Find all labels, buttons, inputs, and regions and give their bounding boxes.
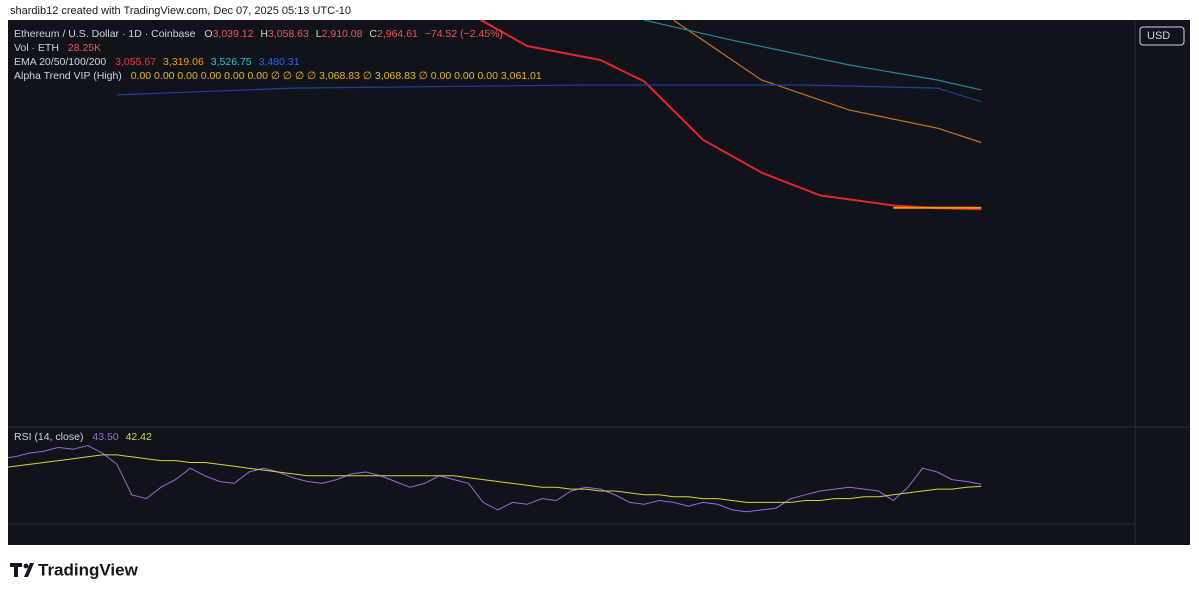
rsi-title: RSI (14, close) [14,431,83,443]
legend-row: Alpha Trend VIP (High) 0.00 0.00 0.00 0.… [14,70,542,82]
ema-name: EMA 20/50/100/200 [14,56,106,68]
legend-row: EMA 20/50/100/200 3,055.67 3,319.06 3,52… [14,56,300,68]
ohlc-value: 3,039.12 [213,28,254,40]
logo-icon [10,563,34,577]
ohlc-key: C [369,28,377,40]
ohlc-value: 2,964.61 [377,28,418,40]
rsi-legend: RSI (14, close) 43.50 42.42 [14,431,152,443]
alpha-values: 0.00 0.00 0.00 0.00 0.00 0.00 ∅ ∅ ∅ ∅ 3,… [131,70,542,82]
ohlc-value: 3,058.63 [268,28,309,40]
symbol: Ethereum / U.S. Dollar · 1D · Coinbase [14,28,196,40]
logo-dot [23,563,29,569]
brand: TradingView [38,560,139,579]
brand-logo: TradingView [10,560,139,579]
rsi-line [8,444,982,513]
credit: shardib12 created with TradingView.com, … [10,5,351,17]
rsi-value: 43.50 [92,431,118,443]
ohlc-key: O [204,28,212,40]
rsi-ma-value: 42.42 [126,431,152,443]
volume-name: Vol · ETH [14,42,59,54]
alpha-name: Alpha Trend VIP (High) [14,70,122,82]
indicator-line [644,20,982,91]
legend-row: Ethereum / U.S. Dollar · 1D · Coinbase O… [14,28,503,40]
ema-value: 3,055.67 [115,56,156,68]
volume-value: 28.25K [68,42,101,54]
currency-button[interactable] [1139,26,1185,46]
ohlc-key: H [260,28,268,40]
legend-row: Vol · ETH 28.25K [14,42,101,54]
ema-value: 3,526.75 [211,56,252,68]
ema-value: 3,480.31 [259,56,300,68]
currency: USD [1147,30,1170,42]
indicator-line [673,20,982,144]
ohlc-value: 2,910.08 [322,28,363,40]
change: −74.52 (−2.45%) [425,28,503,40]
ohlc-key: L [316,28,322,40]
ema-value: 3,319.06 [163,56,204,68]
indicator-line [116,84,982,103]
rsi-line [8,454,982,503]
chart-panel [8,20,1190,545]
